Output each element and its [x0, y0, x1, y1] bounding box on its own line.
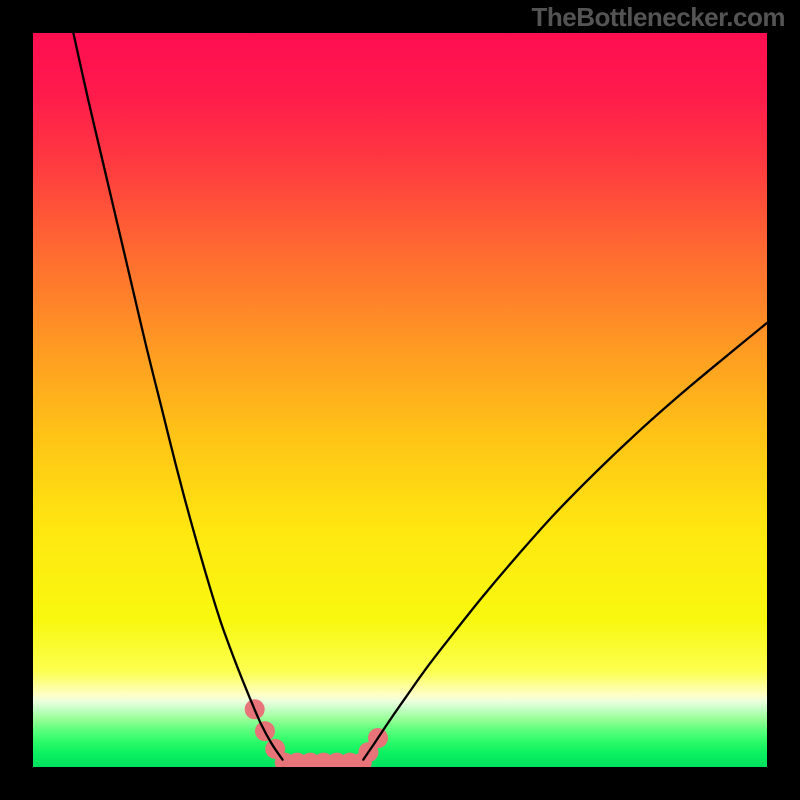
gradient-background: [33, 33, 767, 767]
chart-stage: TheBottlenecker.com: [0, 0, 800, 800]
watermark-text: TheBottlenecker.com: [532, 2, 785, 33]
plot-area: [33, 33, 767, 767]
plot-svg: [33, 33, 767, 767]
